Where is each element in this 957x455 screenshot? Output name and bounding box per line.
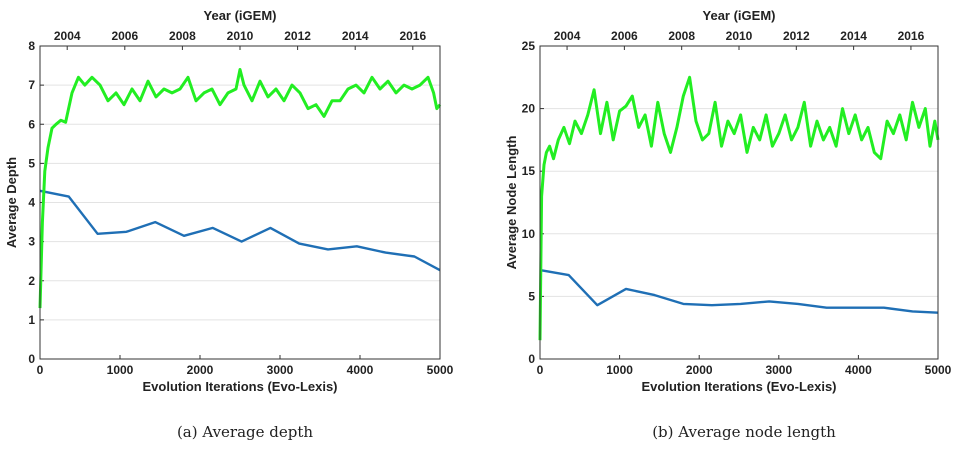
y-axis-label: Average Depth xyxy=(4,157,19,248)
x-tick-label: 2000 xyxy=(686,363,713,377)
x2-tick-label: 2012 xyxy=(783,29,810,43)
x2-tick-label: 2012 xyxy=(284,29,311,43)
x-tick-label: 4000 xyxy=(845,363,872,377)
x-tick-label: 2000 xyxy=(187,363,214,377)
x2-tick-label: 2016 xyxy=(898,29,925,43)
x2-tick-label: 2008 xyxy=(668,29,695,43)
x2-tick-label: 2008 xyxy=(169,29,196,43)
plot-frame xyxy=(539,45,939,360)
y-tick-label: 0 xyxy=(28,352,35,366)
x-tick-label: 0 xyxy=(37,363,44,377)
y-tick-label: 2 xyxy=(28,274,35,288)
series-line-1 xyxy=(38,68,442,309)
x2-tick-label: 2004 xyxy=(54,29,81,43)
y-tick-label: 1 xyxy=(28,313,35,327)
x2-tick-label: 2010 xyxy=(726,29,753,43)
y-tick-label: 8 xyxy=(28,39,35,53)
y-tick-label: 5 xyxy=(28,156,35,170)
series-line-0 xyxy=(539,268,939,314)
figure-caption: (b) Average node length xyxy=(652,423,836,441)
figure-caption: (a) Average depth xyxy=(177,423,313,441)
x-tick-label: 4000 xyxy=(347,363,374,377)
x2-tick-label: 2010 xyxy=(227,29,254,43)
plot-frame xyxy=(39,45,441,360)
x2-tick-label: 2006 xyxy=(611,29,638,43)
y-tick-label: 5 xyxy=(528,289,535,303)
x-tick-label: 0 xyxy=(537,363,544,377)
y-tick-label: 25 xyxy=(522,39,536,53)
x-tick-label: 1000 xyxy=(107,363,134,377)
series-line-1 xyxy=(538,75,940,341)
x-axis-label: Evolution Iterations (Evo-Lexis) xyxy=(142,379,337,394)
y-tick-label: 7 xyxy=(28,78,35,92)
x-tick-label: 3000 xyxy=(765,363,792,377)
y-tick-label: 0 xyxy=(528,352,535,366)
y-tick-label: 10 xyxy=(522,227,536,241)
panel-average-depth: 0 1 2 3 4 5 6 7 8 0 1000 2000 3000 4000 5000 2004 2006 20… xyxy=(4,8,454,441)
x2-tick-label: 2014 xyxy=(840,29,867,43)
series-line-0 xyxy=(39,189,441,272)
y-tick-label: 6 xyxy=(28,117,35,131)
x-tick-label: 3000 xyxy=(267,363,294,377)
y-axis-label: Average Node Length xyxy=(504,136,519,270)
x2-axis-label: Year (iGEM) xyxy=(204,8,277,23)
x-tick-label: 5000 xyxy=(925,363,952,377)
x-tick-label: 1000 xyxy=(606,363,633,377)
x-tick-label: 5000 xyxy=(427,363,454,377)
x2-tick-label: 2004 xyxy=(554,29,581,43)
x2-tick-label: 2006 xyxy=(111,29,138,43)
y-tick-label: 4 xyxy=(28,196,35,210)
x2-tick-label: 2016 xyxy=(399,29,426,43)
x-axis-label: Evolution Iterations (Evo-Lexis) xyxy=(641,379,836,394)
x2-axis-label: Year (iGEM) xyxy=(703,8,776,23)
x2-tick-label: 2014 xyxy=(342,29,369,43)
y-tick-label: 20 xyxy=(522,102,536,116)
panel-average-node-length: 0 5 10 15 20 25 0 1000 2000 3000 4000 5000 2004 2006 2… xyxy=(504,8,952,441)
y-tick-label: 15 xyxy=(522,164,536,178)
y-tick-label: 3 xyxy=(28,235,35,249)
